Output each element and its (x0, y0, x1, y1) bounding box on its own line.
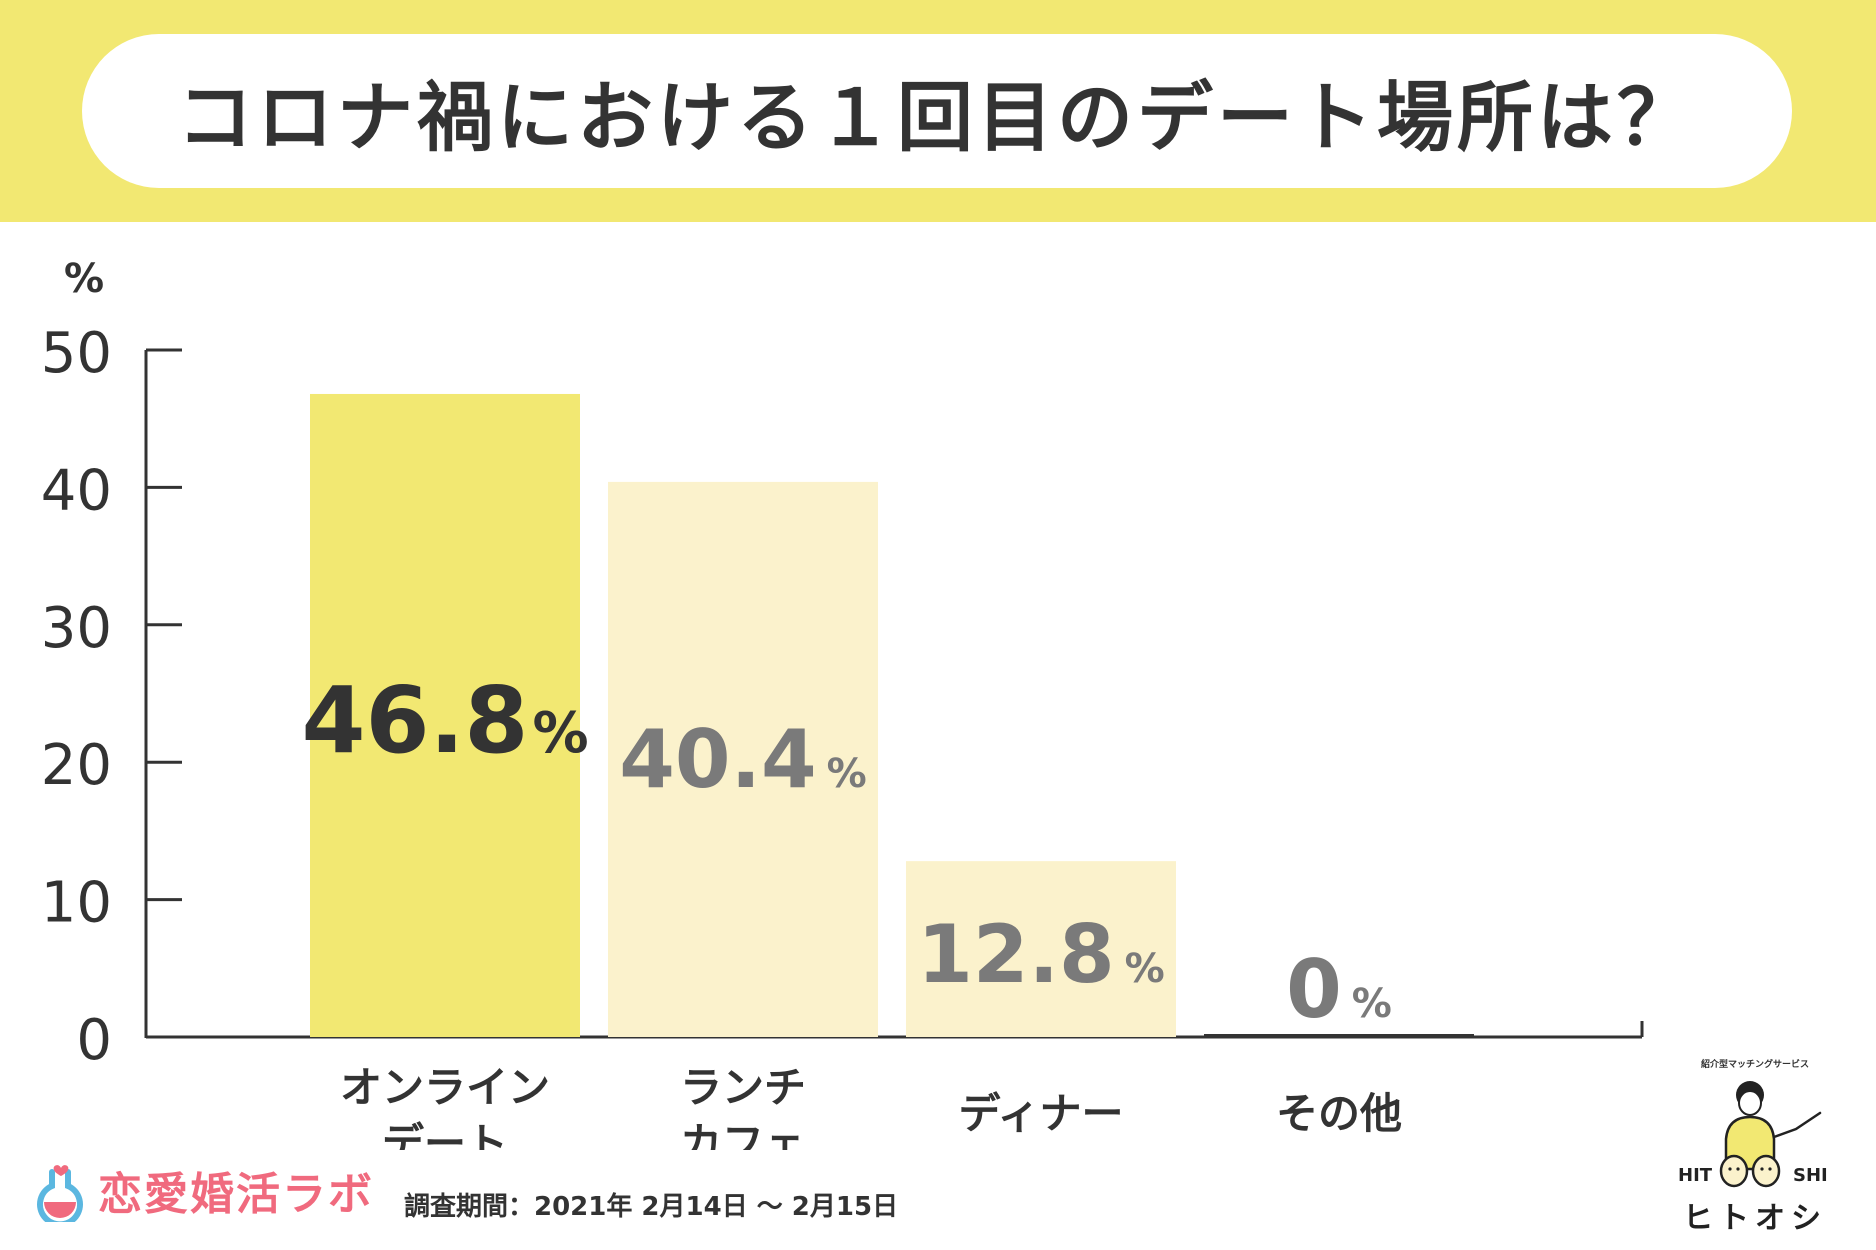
title-pill: コロナ禍における１回目のデート場所は？ (82, 34, 1792, 188)
brand-name: 恋愛婚活ラボ (98, 1169, 374, 1220)
category-label-1: カフェ (680, 1119, 806, 1150)
bar-3 (1204, 1034, 1474, 1037)
bar-1 (608, 481, 878, 1037)
survey-period: 調査期間：2021年 2月14日 〜 2月15日 (404, 1192, 899, 1222)
category-label-2: ディナー (958, 1089, 1123, 1138)
brand-logo: 恋愛婚活ラボ (30, 1150, 374, 1230)
y-tick-label: 30 (41, 596, 112, 661)
flask-heart-icon (37, 1165, 83, 1222)
bar-2 (906, 861, 1176, 1037)
y-tick-label: 40 (41, 458, 112, 523)
bar-0 (310, 393, 580, 1037)
chart-title: コロナ禍における１回目のデート場所は？ (177, 73, 1697, 162)
y-tick-label: 50 (41, 321, 112, 386)
logo-tagline: 紹介型マッチングサービス (1700, 1060, 1809, 1070)
hitoshi-logo: 紹介型マッチングサービス HIT SHI ヒトオシ (1670, 1057, 1840, 1237)
logo-right-text: SHI (1793, 1165, 1828, 1186)
value-label-0: 46.8% (301, 667, 588, 774)
category-label-1: ランチ (680, 1063, 806, 1112)
value-label-1: 40.4% (619, 713, 866, 806)
category-label-3: その他 (1276, 1089, 1402, 1138)
category-label-0: デート (382, 1119, 508, 1150)
y-unit-label: % (64, 256, 104, 302)
category-label-0: オンライン (340, 1063, 550, 1112)
value-label-2: 12.8% (917, 908, 1164, 1001)
y-tick-label: 10 (41, 871, 112, 936)
logo-left-text: HIT (1678, 1165, 1713, 1186)
mascot-person-icon (1719, 1081, 1822, 1188)
logo-kana: ヒトオシ (1683, 1201, 1827, 1236)
value-label-3: 0% (1286, 943, 1392, 1036)
y-tick-label: 0 (76, 1008, 112, 1073)
y-tick-label: 20 (41, 733, 112, 798)
